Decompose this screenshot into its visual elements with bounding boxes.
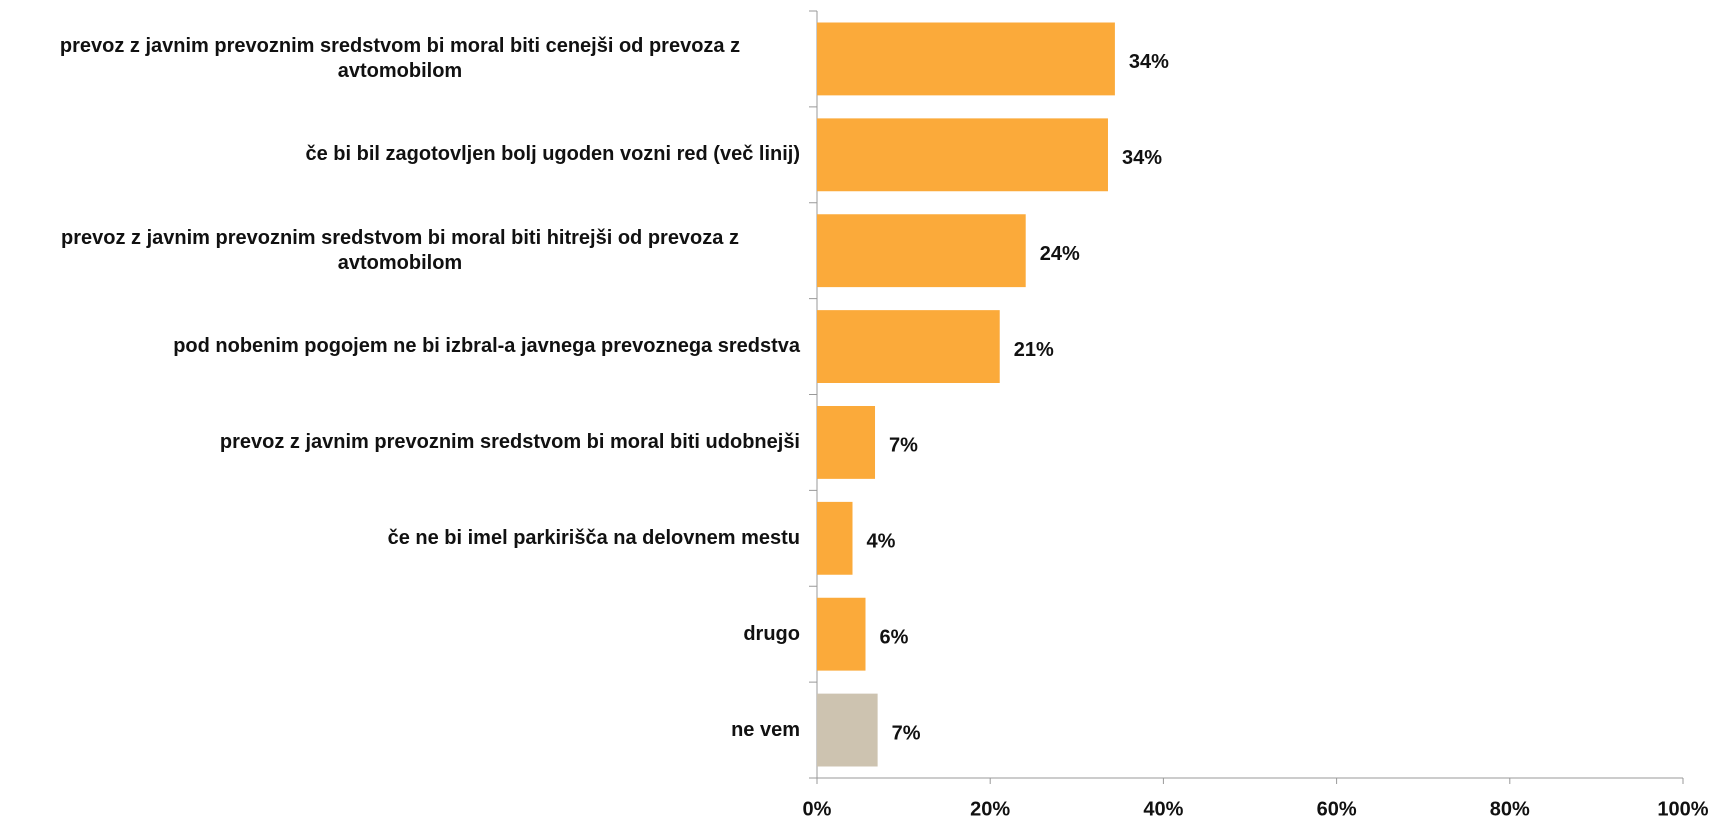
value-label: 7% [889,435,918,457]
bar [817,22,1115,96]
bar [817,214,1026,288]
value-label: 21% [1014,339,1054,361]
category-text: drugo [743,622,800,645]
category-text: ne vem [731,718,800,741]
bar [817,406,876,479]
bar [817,118,1108,192]
bar [817,597,866,671]
value-label: 7% [892,722,921,744]
category-text: prevoz z javnim prevoznim sredstvom bi m… [61,226,739,274]
value-label: 4% [867,531,896,553]
category-label: drugo [743,586,800,682]
value-label: 34% [1129,51,1169,73]
value-label: 24% [1040,243,1080,265]
category-label: prevoz z javnim prevoznim sredstvom bi m… [0,11,800,107]
category-label: če bi bil zagotovljen bolj ugoden vozni … [306,107,801,203]
x-tick-label: 20% [970,798,1010,820]
x-tick-label: 60% [1317,798,1357,820]
x-tick-label: 80% [1490,798,1530,820]
category-label: pod nobenim pogojem ne bi izbral-a javne… [173,299,800,395]
category-text: prevoz z javnim prevoznim sredstvom bi m… [219,430,800,453]
x-tick-label: 0% [803,798,832,820]
category-text: če ne bi imel parkirišča na delovnem mes… [387,526,800,549]
category-text: prevoz z javnim prevoznim sredstvom bi m… [59,34,741,82]
x-tick-label: 100% [1657,798,1708,820]
bar [817,310,1000,383]
x-tick-label: 40% [1143,798,1183,820]
category-label: prevoz z javnim prevoznim sredstvom bi m… [0,203,800,299]
bar [817,501,853,575]
value-label: 34% [1122,147,1162,169]
bar [817,693,878,767]
category-label: prevoz z javnim prevoznim sredstvom bi m… [220,395,800,491]
value-label: 6% [879,626,908,648]
category-label: če ne bi imel parkirišča na delovnem mes… [388,490,800,586]
category-label: ne vem [731,682,800,778]
category-text: če bi bil zagotovljen bolj ugoden vozni … [305,143,801,166]
category-text: pod nobenim pogojem ne bi izbral-a javne… [173,335,800,358]
